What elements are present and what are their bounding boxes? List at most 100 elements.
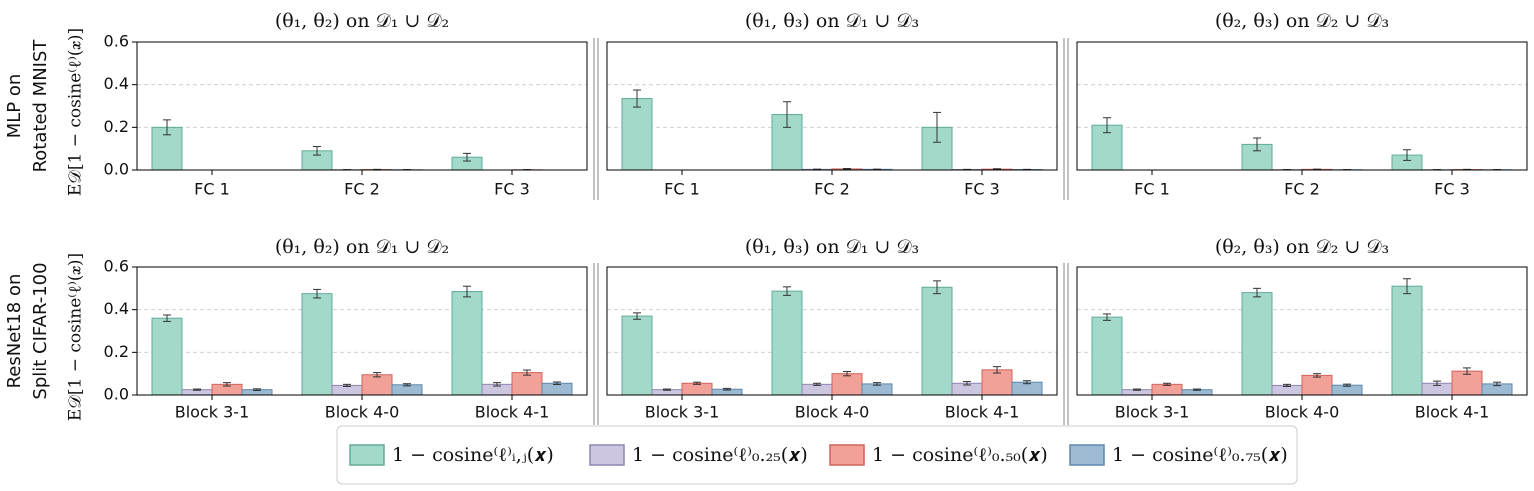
error-bar [633,89,641,108]
y-tick-label: 0.4 [104,299,129,318]
legend-swatch [589,444,625,466]
axes-frame [136,41,588,171]
x-tick-label: FC 3 [494,180,530,199]
chart-title: (θ₁, θ₂) on 𝒟₁ ∪ 𝒟₂ [275,10,449,32]
bar [621,315,653,396]
bar [1301,374,1333,396]
bar [361,374,393,396]
x-tick-label: Block 3-1 [645,403,720,422]
error-bar [933,111,941,143]
error-bar [1403,278,1411,295]
x-tick-label: FC 2 [1284,180,1320,199]
y-axis-label: E𝒟[1 − cosine⁽ℓ⁾(𝒙)] [66,28,86,196]
y-axis-label: E𝒟[1 − cosine⁽ℓ⁾(𝒙)] [66,253,86,421]
x-tick-label: FC 1 [1134,180,1170,199]
y-tick-label: 0.4 [104,74,129,93]
error-bar [723,387,731,391]
row-label: Split CIFAR-100 [30,262,51,399]
x-tick-label: FC 3 [964,180,1000,199]
x-tick-label: FC 3 [1434,180,1470,199]
error-bar [1313,373,1321,378]
axes-frame [136,266,588,396]
error-bar [163,119,171,136]
error-bar [1193,388,1201,391]
x-tick-label: Block 4-1 [1415,403,1490,422]
axes-frame [1076,41,1528,171]
error-bar [1103,313,1111,321]
x-tick-label: Block 4-1 [945,403,1020,422]
error-bar [813,382,821,386]
error-bar [1493,381,1501,387]
row-label: ResNet18 on [4,274,25,389]
x-tick-label: Block 4-0 [1265,403,1340,422]
error-bar [1163,382,1171,386]
bar [831,373,863,396]
bar [451,291,483,396]
bar [801,383,833,396]
legend-label: 1 − cosine⁽ℓ⁾₀.₂₅(𝒙) [632,444,808,466]
y-tick-label: 0.0 [104,160,129,179]
error-bar [1403,149,1411,161]
chart-title: (θ₁, θ₃) on 𝒟₁ ∪ 𝒟₃ [745,236,919,258]
error-bar [463,152,471,162]
error-bar [313,146,321,156]
bar [1391,285,1423,396]
error-bar [693,381,701,385]
legend-label: 1 − cosine⁽ℓ⁾ᵢ,ⱼ(𝒙) [392,444,554,466]
bar [921,286,953,396]
x-tick-label: Block 4-0 [795,403,870,422]
bar [1151,383,1183,396]
x-tick-label: Block 3-1 [175,403,250,422]
bar [621,98,653,171]
y-tick-label: 0.6 [104,32,129,51]
error-bar [373,372,381,378]
x-tick-label: FC 1 [194,180,230,199]
error-bar [963,381,971,386]
legend-swatch [1069,444,1105,466]
legend-label: 1 − cosine⁽ℓ⁾₀.₇₅(𝒙) [1112,444,1288,466]
axes-frame [606,41,1058,171]
error-bar [223,382,231,387]
error-bar [163,314,171,322]
row-label: MLP on [4,74,25,139]
error-bar [633,312,641,320]
error-bar [873,382,881,386]
x-tick-label: FC 2 [344,180,380,199]
error-bar [843,371,851,377]
x-tick-label: FC 1 [664,180,700,199]
error-bar [843,168,851,170]
chart-title: (θ₂, θ₃) on 𝒟₂ ∪ 𝒟₃ [1215,10,1389,32]
error-bar [1023,380,1031,385]
error-bar [663,388,671,391]
error-bar [993,168,1001,171]
x-tick-label: FC 2 [814,180,850,199]
axes-frame [1076,266,1528,396]
bar [981,369,1013,396]
x-tick-label: Block 4-0 [325,403,400,422]
x-tick-label: Block 3-1 [1115,403,1190,422]
error-bar [1343,383,1351,387]
error-bar [1283,383,1291,387]
legend-label: 1 − cosine⁽ℓ⁾₀.₅₀(𝒙) [872,444,1048,466]
bar [151,317,183,396]
error-bar [1253,287,1261,298]
error-bar [553,381,561,386]
error-bar [493,382,501,387]
bar [1241,292,1273,396]
y-tick-label: 0.2 [104,342,129,361]
error-bar [1253,137,1261,152]
error-bar [1103,117,1111,134]
x-tick-label: Block 4-1 [475,403,550,422]
error-bar [343,383,351,387]
error-bar [1433,380,1441,386]
legend-swatch [829,444,865,466]
legend-box [336,425,1298,485]
bar [301,293,333,396]
bar [681,382,713,396]
error-bar [193,388,201,391]
error-bar [463,285,471,298]
legend-swatch [349,444,385,466]
y-tick-label: 0.6 [104,257,129,276]
chart-title: (θ₁, θ₃) on 𝒟₁ ∪ 𝒟₃ [745,10,919,32]
